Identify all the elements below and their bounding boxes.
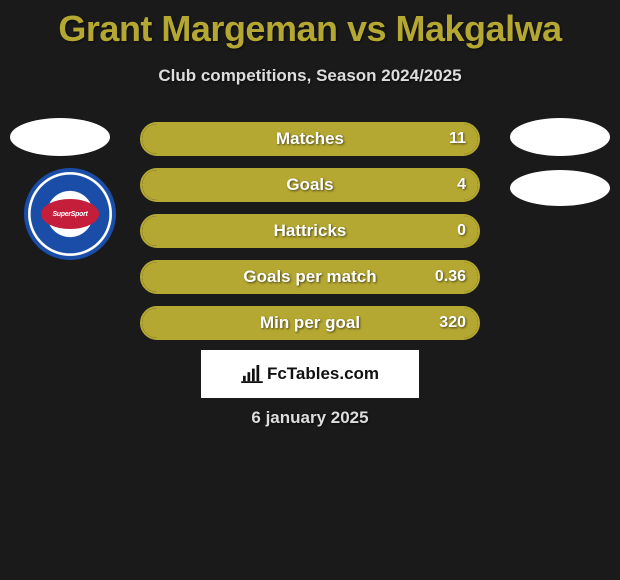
page-subtitle: Club competitions, Season 2024/2025 [0,66,620,86]
club-badge-left: SuperSport [10,170,110,210]
stats-container: Matches 11 Goals 4 Hattricks 0 Goals per… [140,122,480,352]
club-badge-right [510,170,610,210]
stat-row-matches: Matches 11 [140,122,480,156]
stat-row-goals-per-match: Goals per match 0.36 [140,260,480,294]
attribution-text: FcTables.com [267,364,379,384]
footer-date: 6 january 2025 [0,408,620,428]
stat-row-hattricks: Hattricks 0 [140,214,480,248]
stat-value: 320 [439,314,466,332]
stat-value: 0.36 [435,268,466,286]
stat-row-min-per-goal: Min per goal 320 [140,306,480,340]
stat-label: Min per goal [260,313,360,333]
player-avatar-right [510,118,610,156]
page-title: Grant Margeman vs Makgalwa [0,0,620,50]
stat-label: Goals [286,175,333,195]
stat-value: 0 [457,222,466,240]
stat-label: Hattricks [274,221,347,241]
player-avatar-left [10,118,110,156]
attribution-box[interactable]: FcTables.com [201,350,419,398]
club-badge-placeholder [510,170,610,206]
stat-label: Matches [276,129,344,149]
stat-value: 11 [449,130,466,148]
stat-row-goals: Goals 4 [140,168,480,202]
bar-chart-icon [241,365,263,383]
supersport-badge-icon: SuperSport [24,168,116,260]
stat-label: Goals per match [243,267,376,287]
club-badge-text: SuperSport [52,211,87,218]
stat-value: 4 [457,176,466,194]
